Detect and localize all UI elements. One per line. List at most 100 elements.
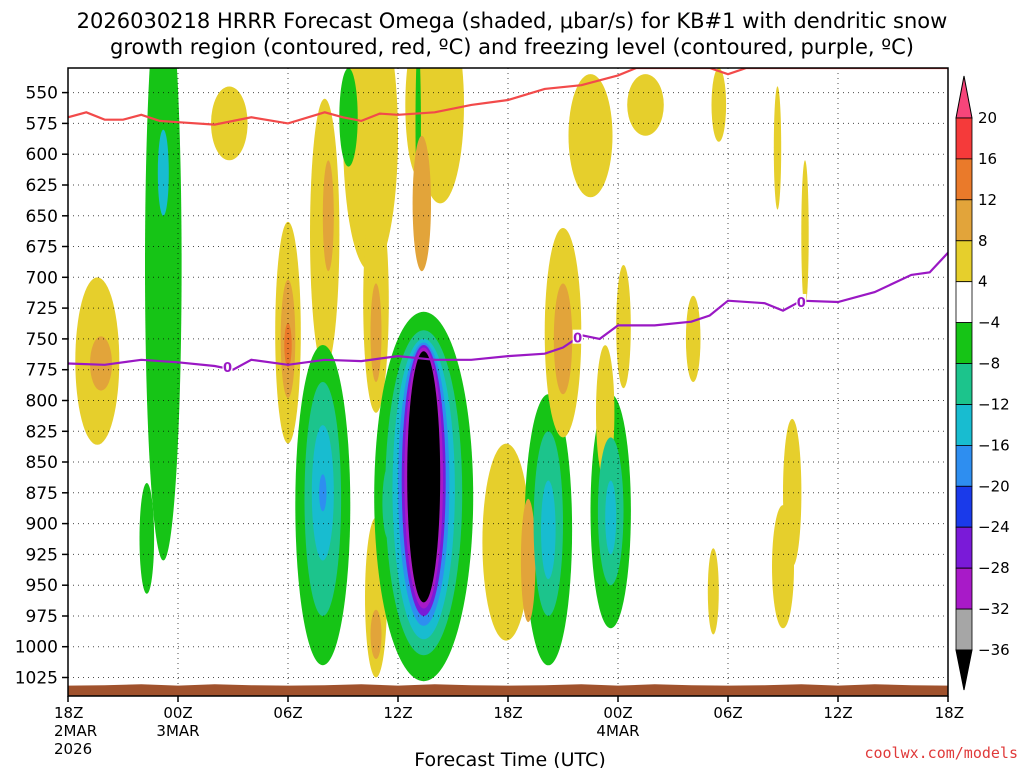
omega-cell-31 (90, 336, 112, 391)
omega-cell-39 (520, 498, 536, 623)
x-tick-sublabel-date-30: 4MAR (596, 722, 639, 740)
y-tick-label-975: 975 (26, 607, 58, 627)
x-tick-sublabel-date-0: 2MAR (54, 722, 97, 740)
freezing-level-label-2: 0 (796, 293, 807, 311)
colorbar-bottom-arrow (955, 649, 973, 691)
y-tick-label-800: 800 (26, 392, 58, 412)
x-tick-label-12: 06Z (273, 704, 302, 722)
dgz-contour-line (68, 68, 948, 126)
credit-text[interactable]: coolwx.com/models (864, 744, 1018, 762)
x-tick-label-36: 06Z (713, 704, 742, 722)
y-tick-label-750: 750 (26, 330, 58, 350)
colorbar-segment-1 (955, 158, 973, 201)
freezing-label-text: 0 (797, 296, 806, 311)
colorbar-label-1: 16 (978, 150, 997, 168)
omega-cell-25 (711, 68, 727, 142)
omega-cell-2 (139, 483, 155, 594)
terrain-fill (68, 684, 948, 696)
omega-cell-37 (412, 135, 431, 272)
y-axis: 550 575 600 625 650 675 700 725 750 775 800 825 850 8… (15, 84, 68, 689)
omega-cell-28 (707, 548, 719, 635)
omega-cell-45 (284, 322, 292, 368)
colorbar-label-11: −28 (978, 559, 1010, 577)
contour-lines: 0 0 0 (68, 68, 948, 376)
omega-cell-3 (211, 86, 248, 161)
x-tick-label-18: 12Z (383, 704, 412, 722)
colorbar-label-12: −32 (978, 600, 1010, 618)
y-tick-label-550: 550 (26, 84, 58, 104)
y-tick-label-675: 675 (26, 238, 58, 258)
colorbar-segment-8 (955, 444, 973, 487)
omega-cell-50 (319, 474, 327, 512)
y-tick-label-1025: 1025 (15, 669, 58, 689)
omega-cell-26 (773, 86, 782, 210)
x-tick-sublabel-year-0: 2026 (54, 740, 92, 758)
freezing-level-label-1: 0 (572, 329, 583, 347)
colorbar-label-7: −12 (978, 396, 1010, 414)
y-tick-label-600: 600 (26, 145, 58, 165)
colorbar-segment-2 (955, 199, 973, 242)
chart-title-line-2: growth region (contoured, red, ºC) and f… (110, 35, 914, 59)
colorbar-segment-9 (955, 485, 973, 528)
colorbar-segment-10 (955, 526, 973, 569)
colorbar-segment-4 (955, 281, 973, 324)
omega-cell-49 (605, 480, 617, 555)
omega-cell-44 (157, 129, 169, 216)
x-tick-label-24: 18Z (493, 704, 522, 722)
y-tick-label-575: 575 (26, 114, 58, 134)
omega-shading (75, 68, 809, 682)
y-tick-label-725: 725 (26, 299, 58, 319)
x-tick-label-6: 00Z (163, 704, 192, 722)
y-tick-label-950: 950 (26, 576, 58, 596)
colorbar-segment-12 (955, 608, 973, 651)
terrain-band (68, 684, 948, 696)
colorbar-segment-3 (955, 240, 973, 283)
omega-cell-35 (370, 609, 382, 660)
y-tick-label-700: 700 (26, 268, 58, 288)
colorbar-label-4: 4 (978, 273, 988, 291)
colorbar-label-8: −16 (978, 436, 1010, 454)
y-tick-label-925: 925 (26, 545, 58, 565)
colorbar-top-arrow (955, 75, 973, 119)
omega-cell-30 (783, 418, 802, 567)
y-tick-label-775: 775 (26, 361, 58, 381)
y-tick-label-900: 900 (26, 515, 58, 535)
colorbar-segment-5 (955, 322, 973, 364)
x-tick-label-30: 00Z (603, 704, 632, 722)
y-tick-label-850: 850 (26, 453, 58, 473)
omega-colorbar: 20 16 12 8 4 −4 −8 −12 −16 −20 −24 −28 −32 −36 (955, 75, 1010, 691)
x-tick-label-42: 12Z (823, 704, 852, 722)
x-axis-title: Forecast Time (UTC) (414, 749, 605, 768)
omega-cell-27 (801, 160, 809, 309)
x-tick-label-48: 18Z (935, 704, 964, 722)
colorbar-label-6: −8 (978, 355, 1000, 373)
freezing-label-bg (572, 329, 583, 344)
freezing-label-text: 0 (223, 361, 232, 376)
omega-cell-1 (145, 68, 182, 561)
colorbar-label-5: −4 (978, 314, 1000, 332)
colorbar-segment-0 (955, 117, 973, 160)
colorbar-segment-6 (955, 363, 973, 405)
y-tick-label-1000: 1000 (15, 638, 58, 658)
omega-cell-22 (568, 74, 613, 198)
y-tick-label-625: 625 (26, 176, 58, 196)
y-tick-label-825: 825 (26, 422, 58, 442)
omega-cell-54 (407, 351, 441, 603)
y-tick-label-875: 875 (26, 484, 58, 504)
colorbar-label-2: 12 (978, 191, 997, 209)
x-tick-label-0: 18Z (54, 704, 83, 722)
colorbar-label-13: −36 (978, 641, 1010, 659)
colorbar-label-3: 8 (978, 232, 988, 250)
x-tick-sublabel-date-6: 3MAR (156, 722, 199, 740)
freezing-label-bg (222, 359, 233, 374)
colorbar-segment-7 (955, 404, 973, 446)
omega-cell-34 (370, 283, 382, 383)
freezing-label-bg (796, 293, 807, 308)
colorbar-label-9: −20 (978, 477, 1010, 495)
colorbar-label-10: −24 (978, 518, 1010, 536)
colorbar-segment-11 (955, 567, 973, 610)
omega-cell-23 (627, 74, 664, 136)
colorbar-label-0: 20 (978, 109, 997, 127)
